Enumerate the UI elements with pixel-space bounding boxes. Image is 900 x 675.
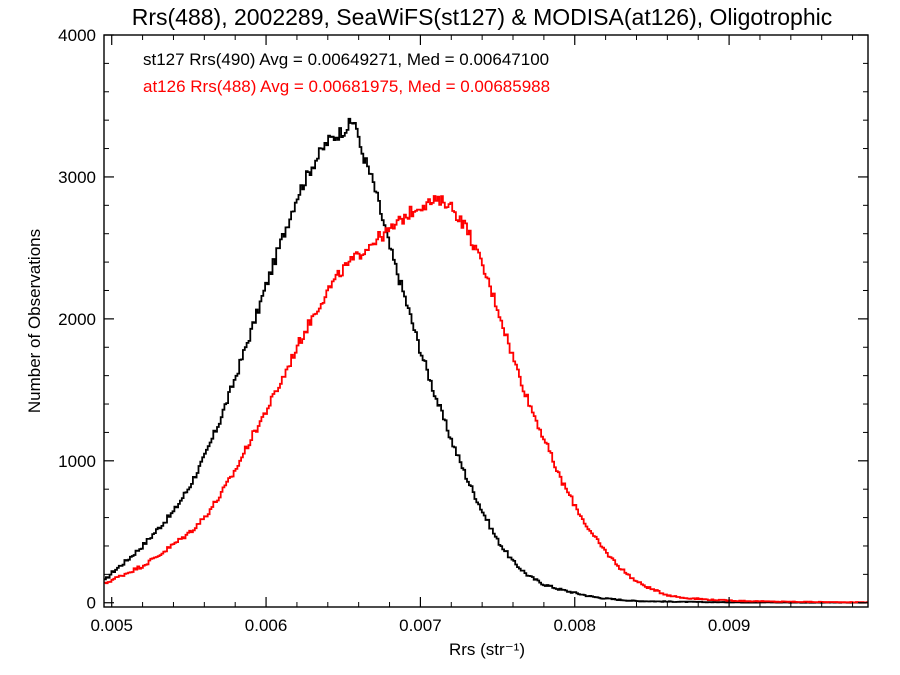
- plot-frame: [103, 34, 869, 608]
- x-axis-label: Rrs (str⁻¹): [449, 640, 525, 659]
- x-tick-label: 0.005: [90, 616, 133, 635]
- y-tick-label: 1000: [58, 452, 96, 471]
- x-tick-label: 0.007: [399, 616, 442, 635]
- plot-layer: [104, 117, 868, 604]
- y-axis-label: Number of Observations: [25, 229, 44, 413]
- series-line-2: [104, 195, 868, 604]
- x-tick-label: 0.006: [245, 616, 288, 635]
- series-line-1: [104, 117, 868, 604]
- y-tick-label: 3000: [58, 168, 96, 187]
- legend: st127 Rrs(490) Avg = 0.00649271, Med = 0…: [143, 50, 550, 96]
- x-tick-label: 0.008: [553, 616, 596, 635]
- y-tick-label: 4000: [58, 26, 96, 45]
- legend-entry-2: at126 Rrs(488) Avg = 0.00681975, Med = 0…: [143, 77, 550, 96]
- y-tick-label: 2000: [58, 310, 96, 329]
- ticks-layer: 0.005 0.006 0.007 0.008 0.009 0 1000 2000 3000 40…: [58, 26, 868, 635]
- chart-title: Rrs(488), 2002289, SeaWiFS(st127) & MODI…: [132, 4, 833, 30]
- x-tick-label: 0.009: [708, 616, 751, 635]
- legend-entry-1: st127 Rrs(490) Avg = 0.00649271, Med = 0…: [143, 50, 549, 69]
- y-tick-label: 0: [87, 594, 96, 613]
